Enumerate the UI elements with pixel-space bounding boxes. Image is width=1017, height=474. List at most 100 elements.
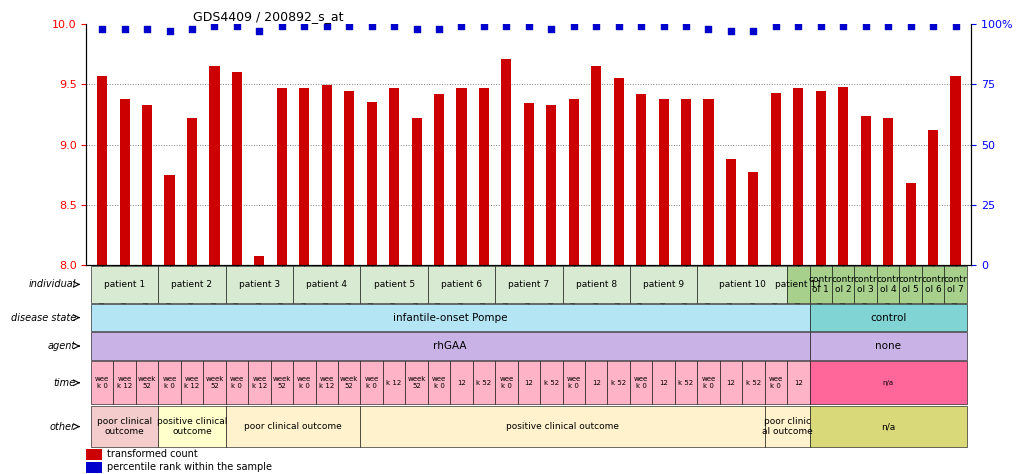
Text: GDS4409 / 200892_s_at: GDS4409 / 200892_s_at (192, 9, 343, 23)
Bar (742, 361, 765, 404)
Bar (434, 94, 444, 265)
Point (745, 27, 762, 35)
Bar (159, 406, 226, 447)
Text: wee
k 12: wee k 12 (252, 376, 267, 389)
Text: rhGAA: rhGAA (433, 341, 467, 351)
Text: k 52: k 52 (544, 380, 559, 386)
Text: wee
k 0: wee k 0 (702, 376, 716, 389)
Bar (704, 99, 714, 265)
Bar (97, 76, 107, 265)
Text: 12: 12 (659, 380, 668, 386)
Bar (473, 361, 495, 404)
Bar (91, 361, 113, 404)
Bar (271, 361, 293, 404)
Bar (630, 361, 652, 404)
Text: wee
k 0: wee k 0 (769, 376, 783, 389)
Bar (765, 361, 787, 404)
Text: wee
k 0: wee k 0 (230, 376, 244, 389)
Bar (366, 102, 376, 265)
Text: wee
k 12: wee k 12 (319, 376, 335, 389)
Bar (159, 361, 181, 404)
Bar (338, 361, 360, 404)
Bar (860, 116, 871, 265)
Bar (562, 361, 585, 404)
Bar (720, 361, 742, 404)
Text: infantile-onset Pompe: infantile-onset Pompe (393, 312, 507, 323)
Bar (210, 66, 220, 265)
Text: k 52: k 52 (476, 380, 491, 386)
Bar (165, 175, 175, 265)
Bar (787, 266, 810, 302)
Bar (562, 266, 630, 302)
Bar (428, 266, 495, 302)
Text: patient 10: patient 10 (719, 280, 766, 289)
Bar (501, 59, 512, 265)
Text: time: time (54, 378, 76, 388)
Bar (681, 99, 692, 265)
Point (633, 22, 649, 30)
Bar (765, 406, 810, 447)
Text: poor clinical
outcome: poor clinical outcome (97, 417, 153, 436)
Text: 12: 12 (457, 380, 466, 386)
Bar (203, 361, 226, 404)
Text: patient 7: patient 7 (508, 280, 549, 289)
Bar (232, 72, 242, 265)
Point (655, 22, 671, 30)
Point (363, 22, 379, 30)
Text: control: control (870, 312, 906, 323)
Bar (793, 88, 803, 265)
Text: other: other (50, 421, 76, 432)
Text: patient 8: patient 8 (576, 280, 616, 289)
Text: poor clinical outcome: poor clinical outcome (244, 422, 342, 431)
Point (139, 25, 156, 32)
Bar (226, 361, 248, 404)
Text: contr
ol 2: contr ol 2 (832, 275, 855, 294)
Bar (838, 87, 848, 265)
Bar (771, 92, 781, 265)
Text: week
52: week 52 (340, 376, 358, 389)
Bar (928, 130, 938, 265)
Text: week
52: week 52 (205, 376, 224, 389)
Bar (749, 173, 759, 265)
Bar (91, 406, 159, 447)
Text: 12: 12 (794, 380, 802, 386)
Point (251, 27, 267, 35)
Text: wee
k 0: wee k 0 (297, 376, 311, 389)
Text: agent: agent (48, 341, 76, 351)
Bar (726, 159, 736, 265)
Bar (495, 361, 518, 404)
Point (565, 22, 582, 30)
Text: n/a: n/a (881, 422, 895, 431)
Bar (698, 266, 787, 302)
Bar (91, 304, 810, 331)
Bar (181, 361, 203, 404)
Bar (883, 118, 893, 265)
Point (835, 22, 851, 30)
Bar (412, 118, 422, 265)
Text: patient 5: patient 5 (373, 280, 415, 289)
Text: contr
ol 7: contr ol 7 (944, 275, 967, 294)
Point (229, 22, 245, 30)
Text: patient 11: patient 11 (775, 280, 822, 289)
Text: patient 1: patient 1 (104, 280, 145, 289)
Bar (299, 88, 309, 265)
Point (431, 25, 447, 32)
Point (588, 22, 604, 30)
Point (498, 22, 515, 30)
Text: wee
k 0: wee k 0 (364, 376, 378, 389)
Point (610, 22, 626, 30)
Bar (293, 361, 315, 404)
Text: individual: individual (28, 279, 76, 290)
Text: contr
ol 5: contr ol 5 (899, 275, 922, 294)
Bar (360, 361, 382, 404)
Bar (816, 91, 826, 265)
Bar (810, 266, 832, 302)
Bar (293, 266, 360, 302)
Bar (698, 361, 720, 404)
Bar (569, 99, 579, 265)
Bar (321, 85, 332, 265)
Bar (810, 304, 967, 331)
Bar (226, 406, 360, 447)
Bar (652, 361, 675, 404)
Text: contr
ol 6: contr ol 6 (921, 275, 945, 294)
